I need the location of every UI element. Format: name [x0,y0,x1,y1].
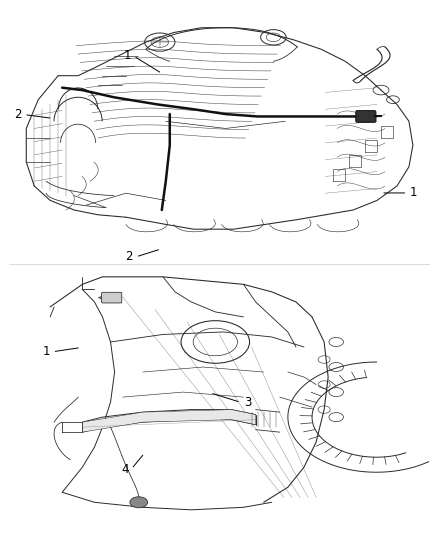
Text: 1: 1 [123,50,131,62]
Text: 1: 1 [410,187,418,199]
Text: 3: 3 [244,396,251,409]
Polygon shape [82,409,256,432]
FancyBboxPatch shape [356,110,376,122]
Text: 1: 1 [42,345,50,358]
FancyBboxPatch shape [102,292,122,303]
Ellipse shape [130,497,148,508]
Text: 2: 2 [125,251,133,263]
Text: 2: 2 [14,108,21,121]
Text: 4: 4 [121,463,129,475]
